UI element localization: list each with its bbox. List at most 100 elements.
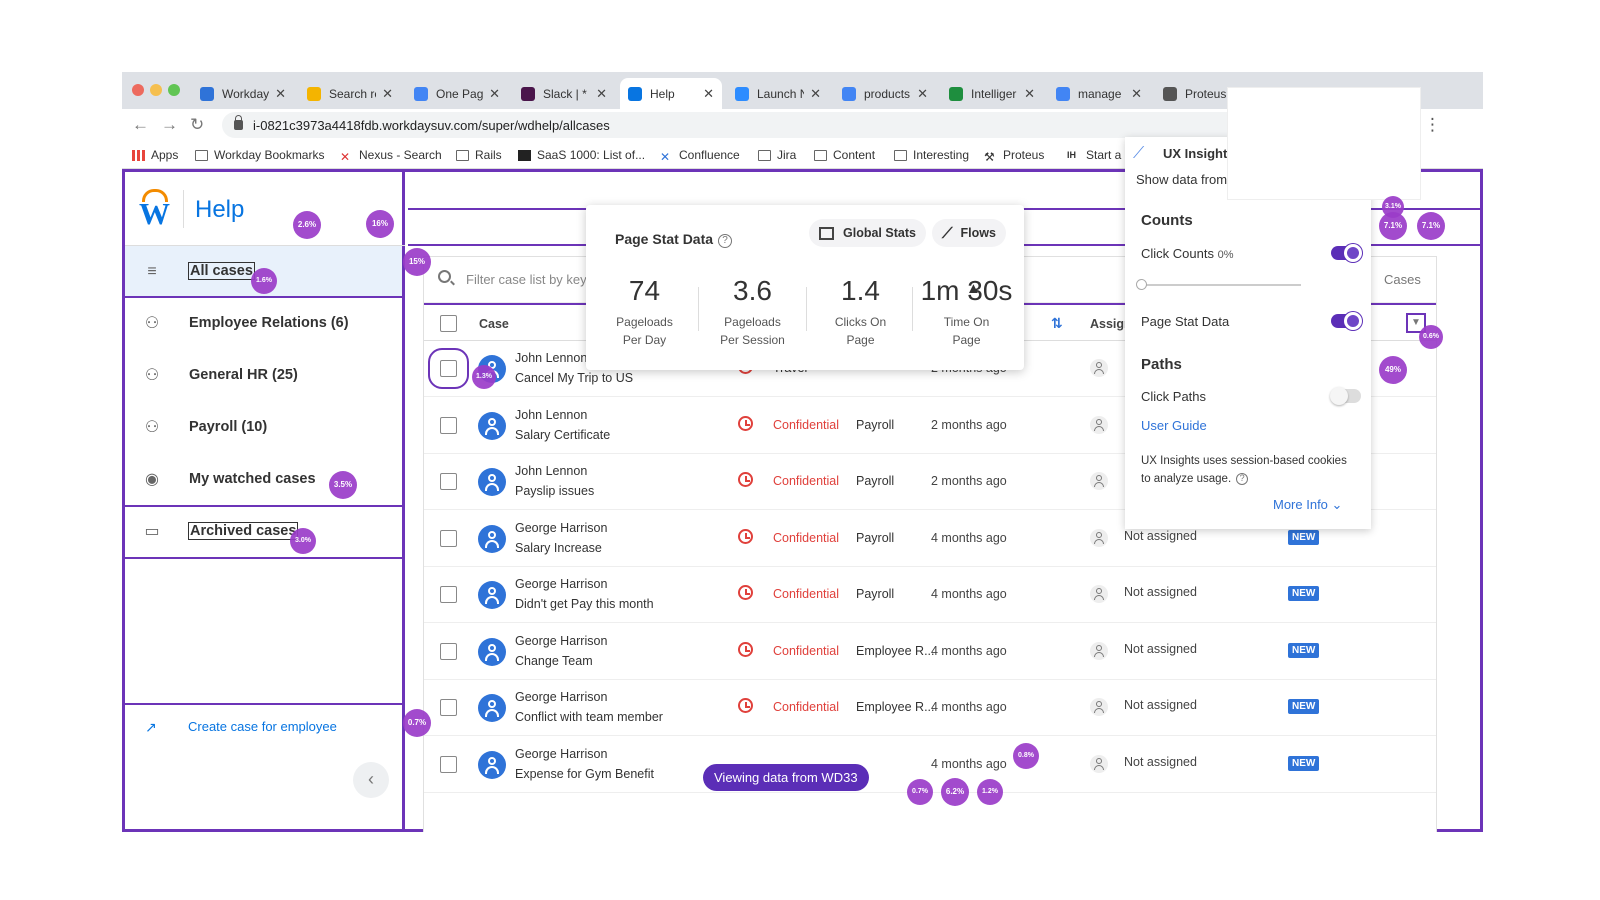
- help-circle-icon[interactable]: ?: [718, 234, 733, 248]
- bookmark-item[interactable]: Content: [814, 148, 875, 162]
- browser-tab[interactable]: Proteus: [1155, 78, 1257, 109]
- requester-name: George Harrison: [515, 690, 608, 704]
- close-tab-icon[interactable]: ✕: [489, 85, 500, 101]
- bookmark-item[interactable]: Rails: [456, 148, 502, 162]
- row-checkbox[interactable]: [428, 348, 469, 389]
- close-tab-icon[interactable]: ✕: [1024, 85, 1035, 101]
- close-tab-icon[interactable]: ✕: [596, 85, 607, 101]
- bookmark-item[interactable]: IH Start a: [1067, 148, 1121, 162]
- row-checkbox[interactable]: [440, 699, 457, 716]
- bookmark-item[interactable]: ✕ Nexus - Search: [340, 148, 442, 164]
- back-icon[interactable]: ←: [132, 115, 149, 134]
- click-counts-slider[interactable]: [1136, 279, 1301, 290]
- browser-tab[interactable]: manage ✕: [1048, 78, 1150, 109]
- case-subject[interactable]: Expense for Gym Benefit: [515, 766, 654, 781]
- bookmark-item[interactable]: Interesting: [894, 148, 969, 162]
- row-checkbox[interactable]: [440, 755, 457, 773]
- table-row[interactable]: George Harrison Conflict with team member…: [424, 680, 1436, 736]
- case-subject[interactable]: Payslip issues: [515, 484, 595, 498]
- case-column-header[interactable]: Case: [479, 317, 509, 331]
- case-subject[interactable]: Didn't get Pay this month: [515, 597, 654, 611]
- user-avatar-icon: [478, 750, 506, 779]
- bookmark-item[interactable]: ✕ Confluence: [660, 148, 740, 164]
- new-badge: NEW: [1288, 755, 1320, 771]
- table-row[interactable]: John Lennon Salary Certificate Confidentia…: [424, 398, 1436, 454]
- page-stat-data-toggle[interactable]: [1331, 312, 1362, 330]
- stat-label: Time On Page: [914, 313, 1019, 349]
- close-tab-icon[interactable]: ✕: [275, 85, 286, 101]
- click-heat-bubble: 1.3%: [472, 365, 496, 389]
- filter-dropdown-icon[interactable]: ▼: [1406, 313, 1426, 333]
- more-info-link[interactable]: More Info ⌄: [1273, 497, 1342, 513]
- click-paths-toggle[interactable]: [1330, 387, 1361, 405]
- click-heat-bubble: 7.1%: [1379, 212, 1407, 240]
- tab-label: Search re: [329, 86, 377, 101]
- case-subject[interactable]: Salary Certificate: [515, 427, 611, 442]
- table-row[interactable]: John Lennon Payslip issues Confidential Pay…: [424, 454, 1436, 510]
- maximize-window-button[interactable]: [168, 84, 180, 96]
- create-case-link[interactable]: ↗ Create case for employee: [125, 703, 402, 747]
- table-row[interactable]: George Harrison Change Team Confidential Em…: [424, 624, 1436, 680]
- close-tab-icon[interactable]: ✕: [1131, 85, 1142, 101]
- workday-logo: W: [139, 189, 170, 231]
- collapse-sidebar-button[interactable]: ‹: [353, 762, 389, 798]
- case-subject[interactable]: Salary Increase: [515, 540, 602, 555]
- sidebar-item[interactable]: ▭ Archived cases: [125, 506, 402, 558]
- sidebar-item[interactable]: ◉ My watched cases: [125, 454, 402, 506]
- bookmark-item[interactable]: Apps: [132, 148, 178, 162]
- viewing-data-badge[interactable]: Viewing data from WD33: [703, 764, 869, 791]
- browser-tab[interactable]: Intelliger ✕: [941, 78, 1043, 109]
- bookmark-item[interactable]: ⚒ Proteus: [984, 148, 1044, 164]
- close-tab-icon[interactable]: ✕: [703, 85, 714, 101]
- row-checkbox[interactable]: [440, 416, 457, 434]
- filter-input[interactable]: Filter case list by keyw: [466, 272, 597, 287]
- browser-tab[interactable]: Workday ✕: [192, 78, 294, 109]
- bookmark-item[interactable]: SaaS 1000: List of...: [518, 148, 645, 162]
- sidebar-item[interactable]: ⚇ Employee Relations (6): [125, 298, 402, 350]
- close-tab-icon[interactable]: ✕: [382, 85, 393, 101]
- case-subject[interactable]: Cancel My Trip to US: [515, 371, 634, 385]
- row-checkbox[interactable]: [440, 529, 457, 547]
- logo-row: W Help: [125, 172, 405, 246]
- close-window-button[interactable]: [132, 84, 144, 96]
- menu-kebab-icon[interactable]: ⋮: [1424, 115, 1441, 134]
- sidebar-item[interactable]: ⚇ General HR (25): [125, 350, 402, 402]
- browser-tab[interactable]: One Pag ✕: [406, 78, 508, 109]
- browser-tab[interactable]: products ✕: [834, 78, 936, 109]
- sort-icon[interactable]: ⇅: [1051, 315, 1063, 331]
- row-checkbox[interactable]: [440, 473, 457, 490]
- forward-icon[interactable]: →: [161, 115, 178, 134]
- new-badge: NEW: [1288, 642, 1320, 658]
- folder-icon: [456, 149, 469, 161]
- user-guide-link[interactable]: User Guide: [1141, 418, 1207, 433]
- browser-tab[interactable]: Search re ✕: [299, 78, 401, 109]
- close-tab-icon[interactable]: ✕: [917, 85, 928, 101]
- folder-icon: [894, 149, 907, 161]
- row-checkbox[interactable]: [440, 642, 457, 660]
- user-avatar-icon: [478, 694, 506, 722]
- bookmark-item[interactable]: Jira: [758, 148, 796, 162]
- address-bar[interactable]: i-0821c3973a4418fdb.workdaysuv.com/super…: [222, 112, 1282, 138]
- select-all-checkbox[interactable]: [440, 315, 457, 332]
- table-row[interactable]: George Harrison Didn't get Pay this month…: [424, 567, 1436, 623]
- sla-clock-icon: [738, 472, 753, 487]
- reload-icon[interactable]: ↻: [190, 115, 205, 134]
- slider-handle[interactable]: [1136, 279, 1147, 290]
- browser-tab[interactable]: Help ✕: [620, 78, 722, 109]
- sidebar-item[interactable]: ⚇ Payroll (10): [125, 402, 402, 454]
- click-counts-toggle[interactable]: [1331, 244, 1362, 262]
- info-icon[interactable]: ?: [1236, 473, 1249, 485]
- browser-tab[interactable]: Launch N ✕: [727, 78, 829, 109]
- table-row[interactable]: George Harrison Salary Increase Confidenti…: [424, 511, 1436, 567]
- browser-tab[interactable]: Slack | * ✕: [513, 78, 615, 109]
- cases-dropdown-label[interactable]: Cases: [1384, 272, 1421, 287]
- bookmark-item[interactable]: Workday Bookmarks: [195, 148, 324, 162]
- flows-button[interactable]: ⟋ Flows: [932, 219, 1006, 247]
- close-tab-icon[interactable]: ✕: [810, 85, 821, 101]
- highlight-border: [125, 505, 402, 507]
- global-stats-button[interactable]: Global Stats: [809, 219, 926, 247]
- row-checkbox[interactable]: [440, 586, 457, 603]
- case-subject[interactable]: Conflict with team member: [515, 710, 663, 724]
- case-subject[interactable]: Change Team: [515, 653, 593, 668]
- minimize-window-button[interactable]: [150, 84, 162, 96]
